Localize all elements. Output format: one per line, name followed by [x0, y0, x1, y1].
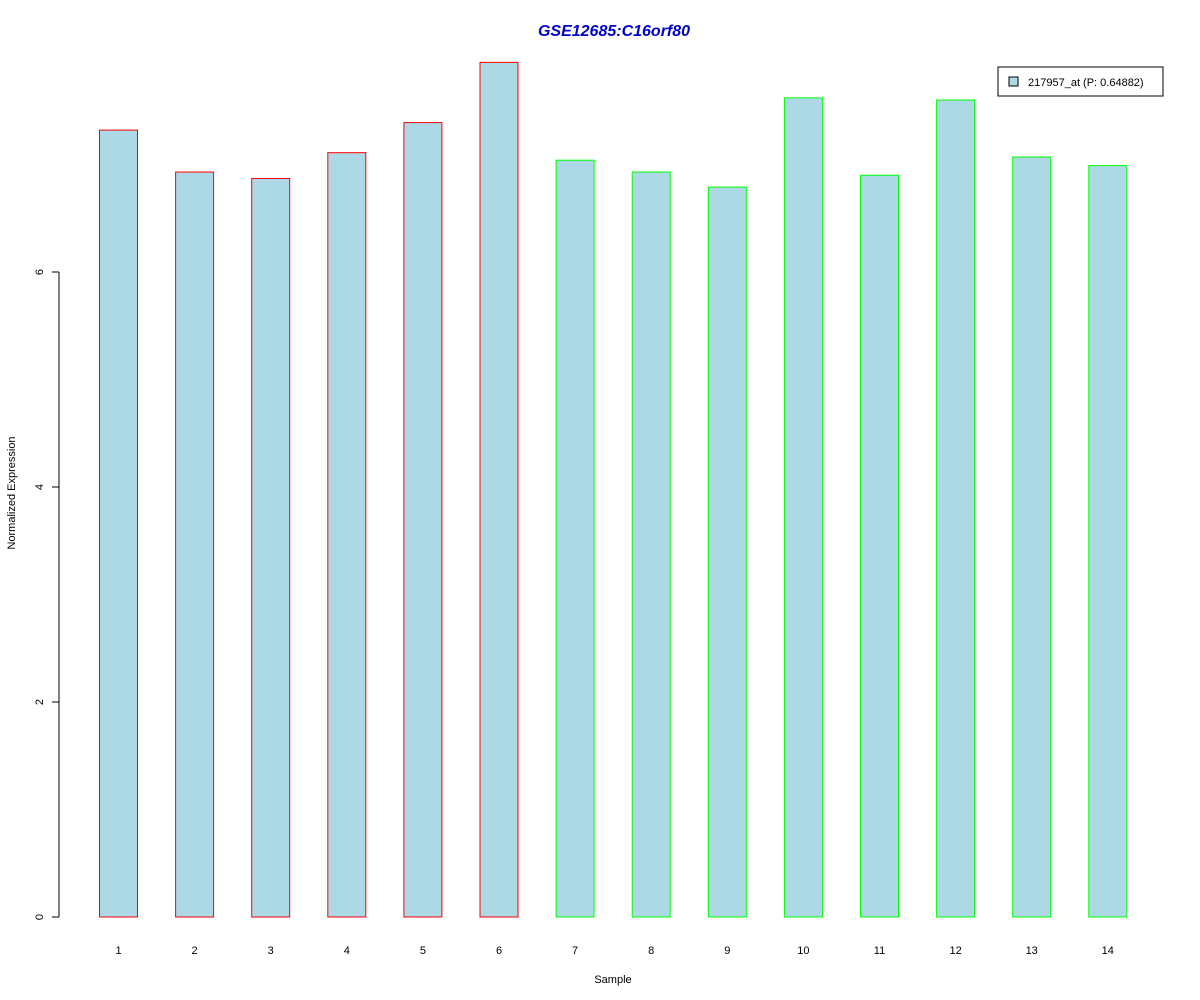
- bar-sample-5: [403, 122, 443, 918]
- x-tick-label: 10: [797, 945, 809, 957]
- x-tick-label: 9: [724, 945, 730, 957]
- x-axis-label: Sample: [594, 974, 631, 986]
- y-tick-label: 0: [34, 914, 46, 920]
- y-axis: 0 2 4 6: [34, 269, 60, 920]
- x-tick-label: 4: [344, 945, 350, 957]
- legend-label: 217957_at (P: 0.64882): [1028, 77, 1144, 89]
- x-tick-label: 14: [1102, 945, 1114, 957]
- bars: [99, 61, 1128, 918]
- legend: 217957_at (P: 0.64882): [997, 66, 1164, 97]
- bar-sample-3: [251, 177, 291, 918]
- x-tick-label: 12: [949, 945, 961, 957]
- y-axis-label: Normalized Expression: [6, 436, 18, 549]
- bar-sample-14: [1088, 165, 1128, 918]
- bar-sample-1: [99, 129, 138, 918]
- bar-sample-13: [1012, 156, 1052, 918]
- bar-sample-12: [936, 99, 976, 918]
- bar-sample-8: [631, 171, 671, 918]
- x-tick-label: 6: [496, 945, 502, 957]
- legend-box: [997, 66, 1164, 97]
- x-tick-label: 13: [1026, 945, 1038, 957]
- bar-sample-2: [175, 171, 215, 918]
- x-tick-label: 3: [268, 945, 274, 957]
- x-tick-labels: 1 2 3 4 5 6 7 8 9 10 11 12 13 14: [115, 945, 1113, 957]
- bar-sample-11: [860, 174, 899, 918]
- bar-sample-7: [555, 159, 595, 918]
- y-tick-label: 2: [34, 699, 46, 705]
- bar-sample-10: [783, 97, 823, 918]
- y-tick-label: 4: [34, 484, 46, 490]
- x-tick-label: 8: [648, 945, 654, 957]
- x-tick-label: 7: [572, 945, 578, 957]
- x-tick-label: 11: [874, 945, 885, 957]
- bar-sample-6: [479, 61, 519, 918]
- bar-sample-9: [707, 186, 747, 918]
- y-tick-label: 6: [34, 269, 46, 275]
- bar-sample-4: [327, 152, 367, 918]
- x-tick-label: 5: [420, 945, 426, 957]
- x-tick-label: 2: [192, 945, 198, 957]
- legend-swatch: [1008, 76, 1019, 87]
- chart-title: GSE12685:C16orf80: [538, 23, 690, 40]
- x-tick-label: 1: [115, 945, 121, 957]
